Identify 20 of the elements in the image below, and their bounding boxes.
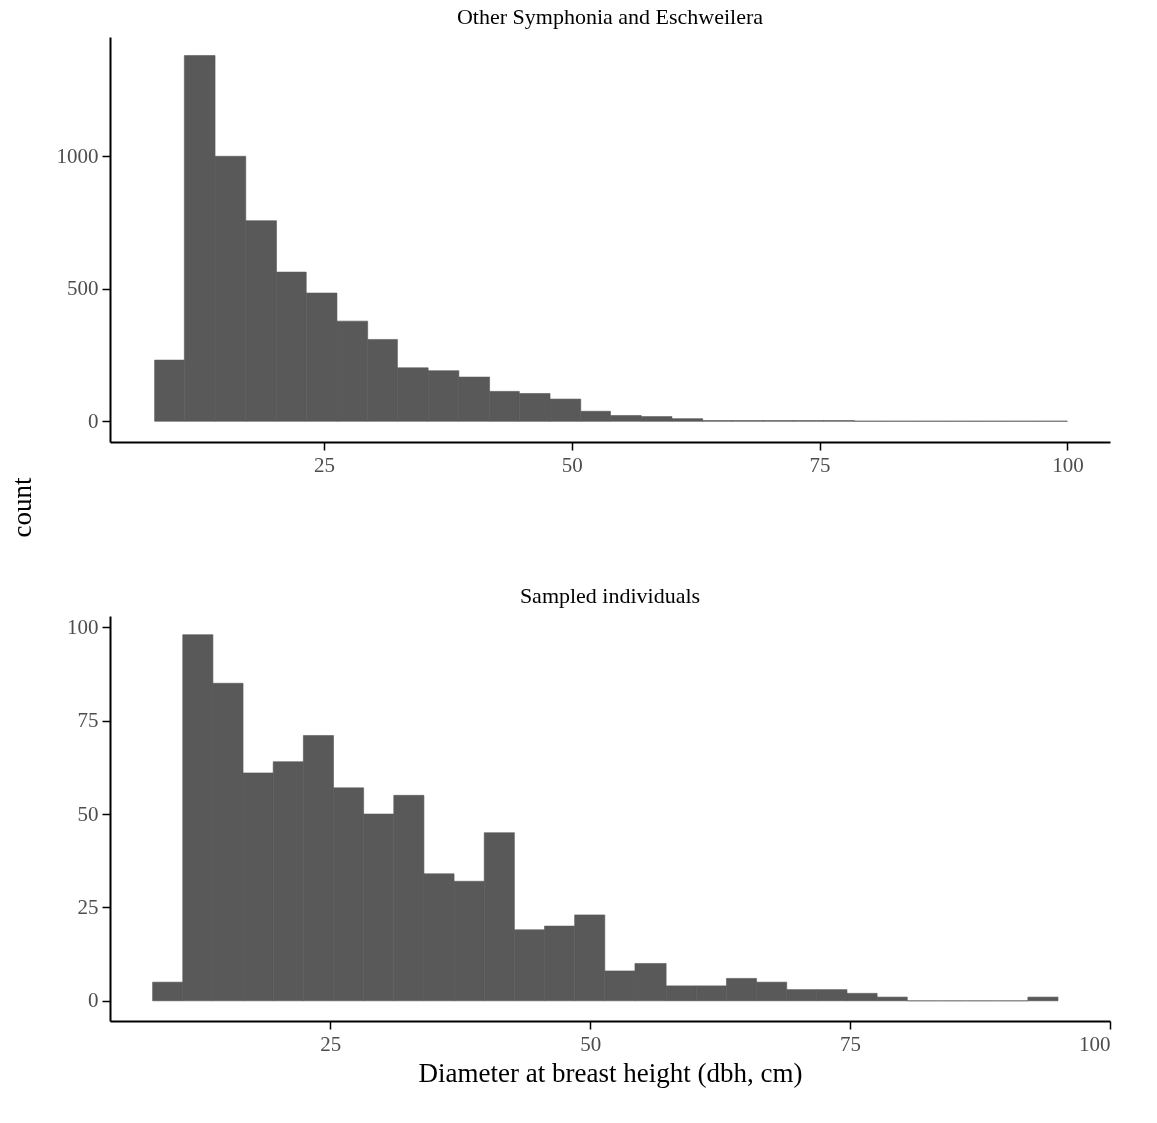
x-tick-label: 50 <box>561 452 583 477</box>
x-tick-label: 25 <box>314 452 336 477</box>
chart-title: Other Symphonia and Eschweilera <box>456 4 764 29</box>
y-tick-label: 25 <box>77 894 99 919</box>
y-tick-label: 75 <box>77 708 99 733</box>
x-axis-title: Diameter at breast height (dbh, cm) <box>418 1057 803 1088</box>
y-tick-label: 1000 <box>56 143 99 168</box>
x-tick-label: 50 <box>580 1031 602 1056</box>
y-tick-label: 0 <box>88 408 99 433</box>
x-tick-label: 100 <box>1052 452 1084 477</box>
y-axis-title: count <box>6 477 37 538</box>
chart-title: Sampled individuals <box>519 583 701 608</box>
x-tick-label: 75 <box>809 452 831 477</box>
y-tick-label: 500 <box>67 276 99 301</box>
y-tick-label: 50 <box>77 801 99 826</box>
x-tick-label: 100 <box>1079 1031 1111 1056</box>
x-tick-label: 75 <box>840 1031 862 1056</box>
y-tick-label: 0 <box>88 988 99 1013</box>
x-tick-label: 25 <box>320 1031 342 1056</box>
y-tick-label: 100 <box>67 614 99 639</box>
